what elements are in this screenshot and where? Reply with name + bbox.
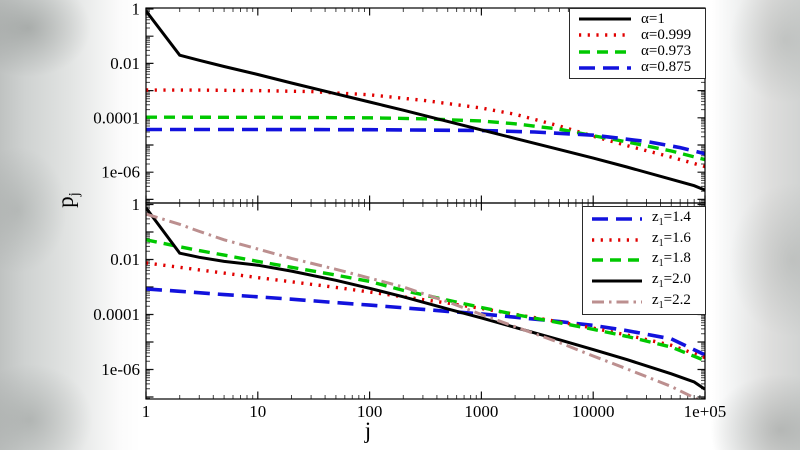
x-tick-label: 1e+05 — [684, 402, 727, 421]
curve-z1-1.4 — [146, 287, 705, 357]
legend-label: z1=2.0 — [652, 271, 691, 291]
legend-item: α=1 — [578, 10, 701, 27]
y-tick-label: 1 — [132, 195, 141, 214]
legend-line-sample — [579, 49, 631, 54]
x-tick-label: 10 — [249, 402, 266, 421]
x-tick-label: 100 — [357, 402, 383, 421]
legend-label: z1=1.6 — [652, 229, 691, 249]
legend-label: z1=2.2 — [652, 291, 691, 311]
y-tick-label: 1e-06 — [101, 163, 140, 182]
legend-label: α=0.973 — [641, 43, 692, 60]
legend-item: z1=1.6 — [591, 229, 701, 249]
curve-z1-1.8 — [146, 238, 705, 363]
y-tick-label: 0.01 — [110, 54, 140, 73]
curve-z1-2.2 — [146, 212, 701, 399]
legend-label: α=1 — [641, 10, 665, 27]
y-tick-label: 0.0001 — [93, 108, 140, 127]
legend-label: z1=1.4 — [652, 209, 691, 229]
x-axis-label: j — [364, 418, 372, 443]
curve-z1-2.0 — [146, 207, 705, 391]
x-tick-label: 10000 — [572, 402, 615, 421]
legend-line-sample — [579, 33, 631, 38]
y-axis-label: pj — [52, 168, 83, 232]
curve-alpha-0973 — [146, 115, 705, 162]
y-tick-label: 1e-06 — [101, 360, 140, 379]
legend-item: z1=2.2 — [591, 291, 701, 311]
y-tick-label: 0.01 — [110, 250, 140, 269]
legend-z1: z1=1.4 z1=1.6 z1=1.8 z1=2.0 z1=2.2 — [582, 206, 706, 315]
curve-z1-1.6 — [146, 261, 705, 360]
legend-item: α=0.875 — [578, 60, 701, 75]
legend-line-sample — [592, 258, 642, 263]
legend-item: z1=2.0 — [591, 272, 701, 290]
legend-label: α=0.875 — [641, 59, 692, 76]
legend-line-sample — [579, 66, 631, 70]
legend-line-sample — [592, 279, 642, 283]
curve-alpha-0875 — [146, 127, 705, 156]
legend-line-sample — [592, 300, 642, 304]
legend-item: α=0.999 — [578, 26, 701, 43]
x-tick-label: 1 — [142, 402, 151, 421]
legend-item: z1=1.4 — [591, 210, 701, 228]
y-axis-label-sub: j — [66, 192, 83, 197]
legend-item: z1=1.8 — [591, 251, 701, 269]
x-tick-label: 1000 — [464, 402, 498, 421]
legend-label: z1=1.8 — [652, 250, 691, 270]
legend-alpha: α=1 α=0.999 α=0.973 α=0.875 — [569, 8, 706, 79]
legend-label: α=0.999 — [641, 26, 692, 43]
legend-line-sample — [579, 17, 631, 21]
curve-alpha-1 — [146, 9, 705, 192]
legend-item: α=0.973 — [578, 44, 701, 59]
y-tick-label: 1 — [132, 0, 141, 19]
legend-line-sample — [592, 217, 642, 222]
y-tick-label: 0.0001 — [93, 305, 140, 324]
y-axis-label-main: p — [53, 196, 78, 208]
legend-line-sample — [592, 238, 642, 242]
